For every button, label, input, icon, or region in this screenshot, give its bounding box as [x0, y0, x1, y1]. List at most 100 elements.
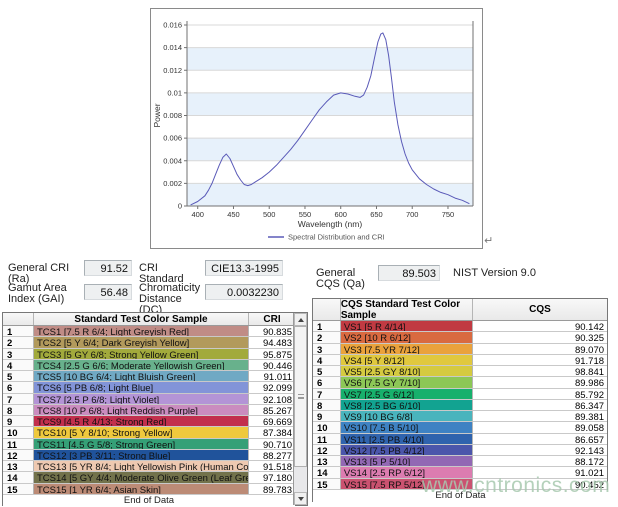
- tcs-sample-swatch[interactable]: TCS13 [5 YR 8/4; Light Yellowish Pink (H…: [34, 461, 249, 472]
- tcs-row[interactable]: 9 TCS9 [4.5 R 4/13; Strong Red] 69.669: [3, 416, 307, 428]
- cqs-table: CQS Standard Test Color Sample CQS 1 VS1 …: [312, 298, 608, 502]
- cqs-row-number: 5: [313, 366, 341, 378]
- svg-text:Spectral Distribution and CRI: Spectral Distribution and CRI: [288, 233, 385, 242]
- cri-standard-label: CRI Standard: [139, 262, 184, 285]
- gridlines: [187, 24, 473, 184]
- tcs-table-scrollbar[interactable]: [293, 313, 307, 505]
- tcs-sample-swatch[interactable]: TCS10 [5 Y 8/10; Strong Yellow]: [34, 427, 249, 438]
- scroll-up-button[interactable]: [294, 313, 307, 326]
- cqs-row-number: 9: [313, 411, 341, 423]
- cqs-row[interactable]: 13 VS13 [5 P 5/10] 88.172: [313, 456, 608, 468]
- cqs-row-number: 1: [313, 321, 341, 333]
- tcs-sample-swatch[interactable]: TCS2 [5 Y 6/4; Dark Greyish Yellow]: [34, 337, 249, 348]
- tcs-value: 91.011: [249, 371, 295, 383]
- cqs-row[interactable]: 3 VS3 [7.5 YR 7/12] 89.070: [313, 343, 608, 356]
- scroll-down-button[interactable]: [294, 492, 307, 505]
- cqs-row[interactable]: 14 VS14 [2.5 RP 6/12] 91.021: [313, 467, 608, 479]
- tcs-sample-swatch[interactable]: TCS11 [4.5 G 5/8; Strong Green]: [34, 438, 249, 449]
- cqs-sample-swatch[interactable]: VS9 [10 BG 6/8]: [340, 411, 473, 422]
- cqs-value: 88.172: [472, 456, 608, 468]
- cqs-row-number: 8: [313, 399, 341, 412]
- tcs-row[interactable]: 5 TCS5 [10 BG 6/4; Light Bluish Green] 91.…: [3, 371, 307, 383]
- cqs-row[interactable]: 12 VS12 [7.5 PB 4/12] 92.143: [313, 444, 608, 457]
- cqs-sample-swatch[interactable]: VS2 [10 R 6/12]: [340, 332, 473, 343]
- cqs-row[interactable]: 7 VS7 [2.5 G 6/12] 85.792: [313, 388, 608, 401]
- cqs-row[interactable]: 9 VS9 [10 BG 6/8] 89.381: [313, 411, 608, 423]
- tcs-sample-swatch[interactable]: TCS14 [5 GY 4/4; Moderate Olive Green (L…: [34, 472, 249, 483]
- y-axis-title: Power: [152, 103, 162, 127]
- tcs-row[interactable]: 10 TCS10 [5 Y 8/10; Strong Yellow] 87.384: [3, 427, 307, 439]
- tcs-end-of-data: End of Data: [3, 494, 295, 507]
- tcs-sample-swatch[interactable]: TCS4 [2.5 G 6/6; Moderate Yellowish Gree…: [34, 359, 249, 370]
- cqs-sample-swatch[interactable]: VS6 [7.5 GY 7/10]: [340, 377, 473, 388]
- cqs-sample-swatch[interactable]: VS7 [2.5 G 6/12]: [340, 388, 473, 399]
- tcs-row[interactable]: 3 TCS3 [5 GY 6/8; Strong Yellow Green] 95.…: [3, 348, 307, 361]
- tcs-cri-table: Standard Test Color Sample CRI 1 TCS1 [7.…: [2, 312, 308, 507]
- cqs-sample-swatch[interactable]: VS1 [5 R 4/14]: [340, 321, 473, 332]
- cqs-value: 92.143: [472, 444, 608, 457]
- cqs-sample-swatch[interactable]: VS11 [2.5 PB 4/10]: [340, 433, 473, 444]
- cqs-sample-swatch[interactable]: VS15 [7.5 RP 5/12]: [340, 478, 473, 489]
- svg-text:400: 400: [191, 210, 204, 219]
- tcs-row[interactable]: 2 TCS2 [5 Y 6/4; Dark Greyish Yellow] 94.4…: [3, 337, 307, 349]
- cqs-sample-swatch[interactable]: VS8 [2.5 BG 6/10]: [340, 399, 473, 410]
- cqs-sample-swatch[interactable]: VS5 [2.5 GY 8/10]: [340, 366, 473, 377]
- cqs-row[interactable]: 10 VS10 [7.5 B 5/10] 89.058: [313, 422, 608, 434]
- tcs-row[interactable]: 13 TCS13 [5 YR 8/4; Light Yellowish Pink …: [3, 461, 307, 473]
- tcs-sample-swatch[interactable]: TCS5 [10 BG 6/4; Light Bluish Green]: [34, 371, 249, 382]
- tcs-row[interactable]: 12 TCS12 [3 PB 3/11; Strong Blue] 88.277: [3, 449, 307, 462]
- cqs-row-number: 2: [313, 332, 341, 344]
- cqs-row-number: 3: [313, 343, 341, 356]
- tcs-row-number: 7: [3, 393, 34, 406]
- svg-text:600: 600: [334, 210, 347, 219]
- scrollbar-track[interactable]: [294, 467, 307, 492]
- tcs-sample-swatch[interactable]: TCS1 [7.5 R 6/4; Light Greyish Red]: [34, 326, 249, 337]
- tcs-sample-swatch[interactable]: TCS12 [3 PB 3/11; Strong Blue]: [34, 449, 249, 460]
- tcs-row[interactable]: 7 TCS7 [2.5 P 6/8; Light Violet] 92.108: [3, 393, 307, 406]
- tcs-row[interactable]: 11 TCS11 [4.5 G 5/8; Strong Green] 90.710: [3, 438, 307, 451]
- cqs-value: 89.058: [472, 422, 608, 434]
- cqs-row[interactable]: 15 VS15 [7.5 RP 5/12] 90.452: [313, 478, 608, 491]
- tcs-row[interactable]: 14 TCS14 [5 GY 4/4; Moderate Olive Green …: [3, 472, 307, 484]
- chromaticity-distance-value: 0.0032230: [205, 284, 283, 300]
- triangle-down-icon: [297, 496, 304, 501]
- cqs-row-number: 12: [313, 444, 341, 457]
- tcs-row-number: 13: [3, 461, 34, 473]
- cqs-row[interactable]: 2 VS2 [10 R 6/12] 90.325: [313, 332, 608, 344]
- tcs-sample-swatch[interactable]: TCS7 [2.5 P 6/8; Light Violet]: [34, 393, 249, 404]
- cqs-row[interactable]: 5 VS5 [2.5 GY 8/10] 98.841: [313, 366, 608, 378]
- cqs-row[interactable]: 11 VS11 [2.5 PB 4/10] 86.657: [313, 433, 608, 446]
- tcs-sample-swatch[interactable]: TCS3 [5 GY 6/8; Strong Yellow Green]: [34, 348, 249, 359]
- cqs-row[interactable]: 4 VS4 [5 Y 8/12] 91.718: [313, 354, 608, 367]
- cqs-sample-swatch[interactable]: VS13 [5 P 5/10]: [340, 456, 473, 467]
- cqs-sample-swatch[interactable]: VS14 [2.5 RP 6/12]: [340, 467, 473, 478]
- tcs-row[interactable]: 15 TCS15 [1 YR 6/4; Asian Skin] 89.783: [3, 483, 307, 496]
- tcs-row[interactable]: 1 TCS1 [7.5 R 6/4; Light Greyish Red] 90.8…: [3, 326, 307, 338]
- tcs-row-number: 6: [3, 382, 34, 394]
- tcs-row[interactable]: 6 TCS6 [5 PB 6/8; Light Blue] 92.099: [3, 382, 307, 394]
- cqs-sample-swatch[interactable]: VS3 [7.5 YR 7/12]: [340, 343, 473, 354]
- cqs-sample-swatch[interactable]: VS4 [5 Y 8/12]: [340, 354, 473, 365]
- svg-text:0.012: 0.012: [163, 66, 182, 75]
- tcs-sample-swatch[interactable]: TCS6 [5 PB 6/8; Light Blue]: [34, 382, 249, 393]
- cqs-sample-swatch[interactable]: VS10 [7.5 B 5/10]: [340, 422, 473, 433]
- tcs-value: 88.277: [249, 449, 295, 462]
- scrollbar-thumb[interactable]: [294, 326, 307, 467]
- nist-version-label: NIST Version 9.0: [453, 267, 536, 279]
- svg-text:0.002: 0.002: [163, 179, 182, 188]
- tcs-sample-swatch[interactable]: TCS15 [1 YR 6/4; Asian Skin]: [34, 483, 249, 494]
- x-axis-ticks: 400 450 500 550 600 650 700 750: [191, 206, 454, 219]
- tcs-sample-swatch[interactable]: TCS8 [10 P 6/8; Light Reddish Purple]: [34, 404, 249, 415]
- cqs-sample-swatch[interactable]: VS12 [7.5 PB 4/12]: [340, 444, 473, 455]
- tcs-sample-swatch[interactable]: TCS9 [4.5 R 4/13; Strong Red]: [34, 416, 249, 427]
- tcs-row[interactable]: 8 TCS8 [10 P 6/8; Light Reddish Purple] 85…: [3, 404, 307, 417]
- tcs-value: 90.710: [249, 438, 295, 451]
- cqs-row[interactable]: 1 VS1 [5 R 4/14] 90.142: [313, 321, 608, 333]
- cqs-end-of-data: End of Data: [313, 489, 608, 502]
- svg-text:650: 650: [370, 210, 383, 219]
- cqs-row[interactable]: 8 VS8 [2.5 BG 6/10] 86.347: [313, 399, 608, 412]
- tcs-row[interactable]: 4 TCS4 [2.5 G 6/6; Moderate Yellowish Gre…: [3, 359, 307, 372]
- svg-text:0.016: 0.016: [163, 21, 182, 30]
- cqs-row[interactable]: 6 VS6 [7.5 GY 7/10] 89.986: [313, 377, 608, 389]
